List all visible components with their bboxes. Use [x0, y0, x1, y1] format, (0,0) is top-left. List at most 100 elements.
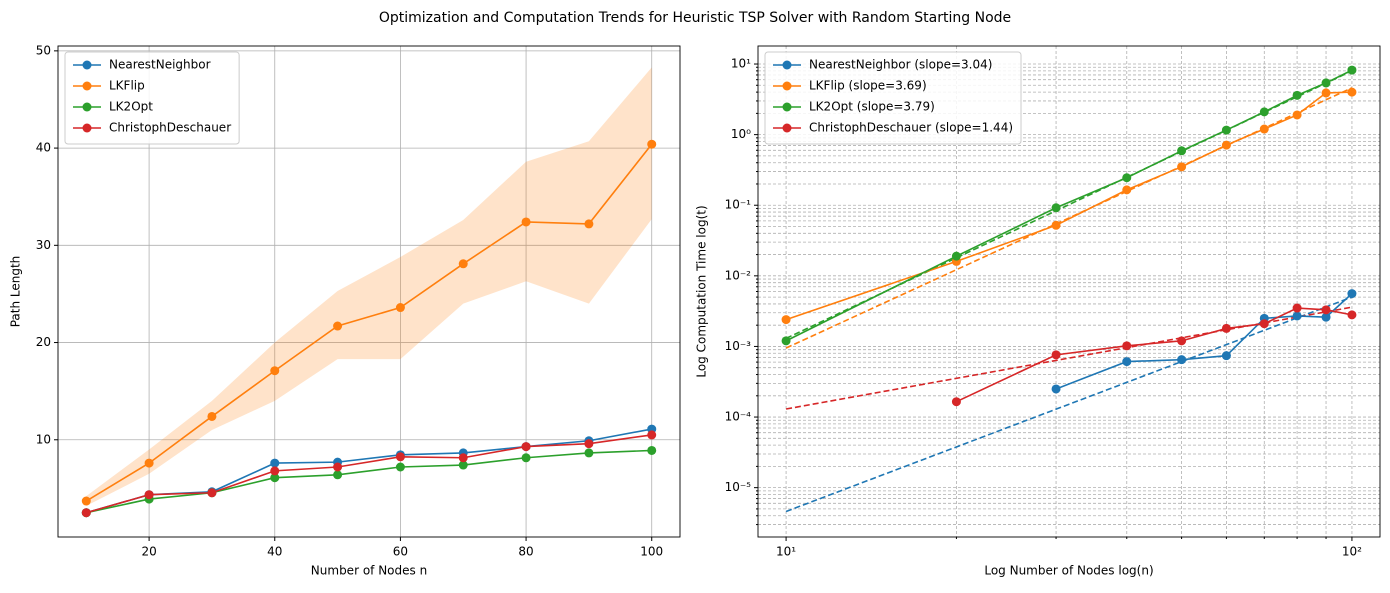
series-line: [785, 91, 1352, 321]
point: [458, 460, 468, 470]
legend-label: LK2Opt (slope=3.79): [809, 100, 935, 114]
legend-label: LKFlip (slope=3.69): [809, 79, 927, 93]
point: [1259, 319, 1269, 329]
point: [270, 473, 280, 483]
axes: 20 40 60 80 100 10 20 30 40 50 Number of Nodes n Pa…: [9, 43, 681, 578]
series-line: [86, 434, 652, 514]
y-tick-label: 40: [36, 141, 51, 155]
point: [1051, 220, 1061, 230]
y-tick-label: 20: [36, 335, 51, 349]
axes-frame: [57, 45, 681, 538]
confidence-band: [86, 67, 652, 506]
axes: 10¹ 10² 10⁻⁵ 10⁻⁴ 10⁻³ 10⁻² 10⁻¹ 10⁰ 10¹ Log Numb…: [695, 45, 1381, 578]
point: [395, 452, 405, 462]
legend-frame: [764, 51, 1022, 145]
axes-frame: [757, 45, 1381, 538]
point: [1347, 65, 1357, 75]
plot-area: [81, 67, 657, 518]
point: [1292, 110, 1302, 120]
y-tick-label: 10⁻²: [725, 268, 752, 282]
point: [395, 303, 405, 313]
point: [270, 466, 280, 476]
point: [1122, 185, 1132, 195]
point: [781, 336, 791, 346]
point: [647, 445, 657, 455]
legend-marker: [782, 60, 792, 70]
legend-label: NearestNeighbor (slope=3.04): [809, 58, 992, 72]
point: [1347, 310, 1357, 320]
point: [584, 439, 594, 449]
x-tick-label: 20: [141, 545, 156, 559]
point: [1292, 303, 1302, 313]
y-tick-label: 10⁰: [731, 127, 751, 141]
point: [458, 259, 468, 269]
legend-label: NearestNeighbor: [109, 58, 211, 72]
point: [1321, 78, 1331, 88]
point: [458, 453, 468, 463]
legend: NearestNeighbor LKFlip LK2Opt ChristophDesc…: [64, 51, 240, 145]
point: [395, 462, 405, 472]
point: [1177, 355, 1187, 365]
point: [1122, 341, 1132, 351]
point: [270, 458, 280, 468]
point: [584, 219, 594, 229]
point: [81, 508, 91, 518]
y-axis-label: Path Length: [9, 256, 23, 328]
point: [521, 453, 531, 463]
point: [1051, 350, 1061, 360]
point: [1221, 323, 1231, 333]
legend-marker: [782, 102, 792, 112]
series-line: [86, 449, 652, 514]
y-tick-label: 50: [36, 43, 51, 57]
y-axis-label: Log Computation Time log(t): [695, 205, 709, 377]
point: [1221, 351, 1231, 361]
y-tick-label: 10⁻¹: [725, 198, 752, 212]
point: [951, 397, 961, 407]
point: [1221, 125, 1231, 135]
point: [647, 139, 657, 149]
point: [647, 430, 657, 440]
series-line: [85, 143, 653, 502]
legend-marker: [82, 81, 92, 91]
point: [1051, 203, 1061, 213]
legend-marker: [82, 102, 92, 112]
legend-marker: [82, 123, 92, 133]
point: [1347, 289, 1357, 299]
figure-title: Optimization and Computation Trends for …: [379, 10, 1011, 26]
point: [1321, 88, 1331, 98]
point: [951, 251, 961, 261]
point: [333, 470, 343, 480]
y-tick-label: 30: [36, 238, 51, 252]
point: [207, 411, 217, 421]
point: [781, 315, 791, 325]
point: [1292, 311, 1302, 321]
x-tick-label: 100: [640, 545, 663, 559]
x-tick-label: 80: [518, 545, 533, 559]
y-tick-label: 10⁻³: [725, 339, 752, 353]
x-tick-label: 10¹: [776, 545, 796, 559]
legend-frame: [64, 51, 240, 145]
point: [521, 217, 531, 227]
y-tick-label: 10⁻⁵: [725, 480, 752, 494]
point: [1221, 140, 1231, 150]
legend-label: ChristophDeschauer (slope=1.44): [809, 121, 1013, 135]
point: [207, 488, 217, 498]
point: [1177, 336, 1187, 346]
series-line: [1055, 293, 1353, 390]
point: [1259, 107, 1269, 117]
point: [1321, 305, 1331, 315]
point: [1051, 384, 1061, 394]
point: [81, 496, 91, 506]
legend-label: LK2Opt: [109, 100, 153, 114]
y-tick-label: 10: [36, 432, 51, 446]
x-tick-label: 40: [267, 545, 282, 559]
point: [1122, 357, 1132, 367]
legend-marker: [782, 123, 792, 133]
point: [144, 490, 154, 500]
point: [1122, 173, 1132, 183]
legend-label: LKFlip: [109, 79, 145, 93]
fit-line: [785, 296, 1353, 513]
y-tick-label: 10⁻⁴: [725, 410, 752, 424]
x-tick-label: 60: [393, 545, 408, 559]
